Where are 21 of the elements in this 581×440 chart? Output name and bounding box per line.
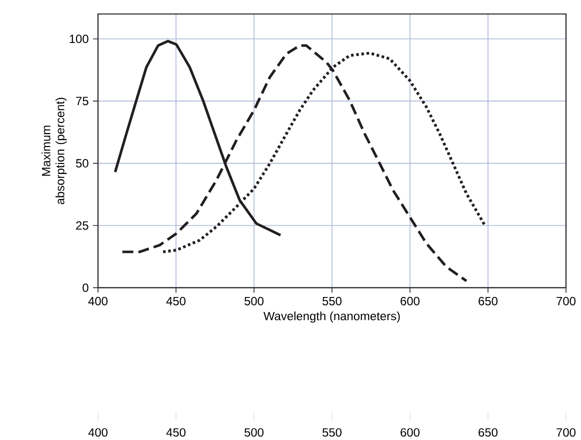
y-tick-label: 50	[76, 159, 88, 168]
y-axis-title: Maximum absorption (percent)	[42, 98, 67, 204]
x-tick-label: 400	[88, 296, 108, 306]
y-tick-label: 0	[82, 283, 88, 292]
x-tick-label: 700	[556, 296, 576, 306]
text: 650	[478, 428, 498, 437]
x-tick-label: 550	[322, 296, 342, 306]
text: 600	[400, 428, 420, 437]
x-tick-label: 500	[244, 296, 264, 306]
y-tick-label: 25	[76, 221, 88, 230]
x-tick-label: 650	[478, 296, 498, 306]
text: 700	[556, 428, 576, 437]
text: 550	[322, 428, 342, 437]
y-tick-label: 75	[76, 96, 88, 106]
text: 450	[166, 428, 186, 437]
x-tick-label: 450	[166, 296, 186, 306]
text: 500	[244, 428, 264, 437]
x-axis-title: Wavelength (nanometers)	[263, 312, 400, 323]
x-tick-label: 600	[400, 296, 420, 306]
y-tick-label: 100	[70, 34, 88, 44]
text: 400	[88, 428, 108, 437]
